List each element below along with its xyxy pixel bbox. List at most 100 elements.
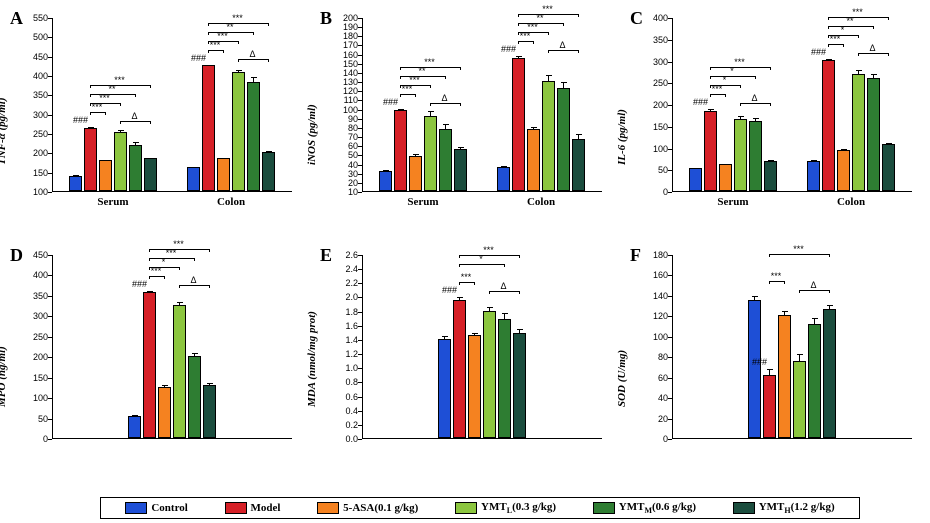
- bar-ymtm: [188, 356, 201, 438]
- y-tick: 0: [642, 187, 668, 197]
- bar-ymtm: [129, 145, 142, 191]
- y-tick: 2.4: [332, 264, 358, 274]
- y-tick: 300: [22, 311, 48, 321]
- legend-swatch: [455, 502, 477, 514]
- bar-ymth: [203, 385, 216, 438]
- y-tick: 0: [642, 434, 668, 444]
- sig-label: ***: [454, 272, 478, 282]
- y-tick: 0.4: [332, 406, 358, 416]
- legend-item-asa: 5-ASA(0.1 g/kg): [317, 502, 418, 514]
- y-axis-label: iNOS (pg/ml): [306, 45, 318, 165]
- legend-item-ymtm: YMTM(0.6 g/kg): [593, 501, 696, 515]
- bar-asa: [409, 156, 422, 191]
- y-tick: 350: [642, 35, 668, 45]
- legend-item-ymtl: YMTL(0.3 g/kg): [455, 501, 556, 515]
- sig-label: Δ: [241, 49, 265, 59]
- y-tick: 1.6: [332, 321, 358, 331]
- y-tick: 160: [642, 270, 668, 280]
- x-group-label: Colon: [496, 196, 586, 208]
- y-tick: 100: [22, 393, 48, 403]
- y-axis-label: IL-6 (pg/ml): [616, 45, 628, 165]
- bar-model: [394, 110, 407, 191]
- y-tick: 150: [22, 168, 48, 178]
- bar-ymtl: [424, 116, 437, 191]
- legend-item-model: Model: [225, 502, 281, 514]
- y-tick: 100: [642, 144, 668, 154]
- x-group-label: Colon: [186, 196, 276, 208]
- y-tick: 120: [642, 311, 668, 321]
- sig-label: ***: [144, 266, 168, 276]
- bar-model: [453, 300, 466, 438]
- sig-base: ###: [748, 357, 772, 367]
- legend-swatch: [733, 502, 755, 514]
- y-tick: 80: [642, 352, 668, 362]
- bar-ymtl: [793, 361, 806, 438]
- chart-area: [52, 255, 292, 439]
- y-tick: 2.2: [332, 278, 358, 288]
- y-tick: 200: [642, 100, 668, 110]
- bar-ymtm: [808, 324, 821, 438]
- sig-label: ***: [513, 31, 537, 41]
- legend-swatch: [225, 502, 247, 514]
- bar-ymtl: [542, 81, 555, 191]
- bar-model: [84, 128, 97, 191]
- y-tick: 300: [22, 110, 48, 120]
- sig-base: ###: [689, 97, 713, 107]
- bar-ymth: [513, 333, 526, 438]
- bar-asa: [99, 160, 112, 191]
- legend-label: YMTL(0.3 g/kg): [481, 501, 556, 515]
- y-tick: 0.2: [332, 420, 358, 430]
- bar-model: [704, 111, 717, 191]
- bar-control: [128, 416, 141, 438]
- legend-swatch: [317, 502, 339, 514]
- panel-label: F: [630, 245, 641, 266]
- legend-item-ymth: YMTH(1.2 g/kg): [733, 501, 835, 515]
- y-axis-label: MPO (ng/ml): [0, 287, 8, 407]
- bar-control: [497, 167, 510, 191]
- panel-F: FSOD (U/mg)020406080100120140160180###**…: [630, 245, 920, 465]
- sig-label: Δ: [802, 280, 826, 290]
- bar-control: [689, 168, 702, 191]
- legend-label: YMTH(1.2 g/kg): [759, 501, 835, 515]
- x-group-label: Serum: [378, 196, 468, 208]
- x-group-label: Serum: [68, 196, 158, 208]
- bar-asa: [719, 164, 732, 191]
- chart-area: [362, 255, 602, 439]
- y-tick: 150: [22, 373, 48, 383]
- y-tick: 0: [22, 434, 48, 444]
- bar-control: [187, 167, 200, 191]
- y-axis-label: SOD (U/mg): [616, 287, 628, 407]
- sig-label: Δ: [861, 43, 885, 53]
- bar-control: [379, 171, 392, 191]
- y-tick: 20: [642, 414, 668, 424]
- bar-ymtl: [483, 311, 496, 438]
- x-group-label: Serum: [688, 196, 778, 208]
- y-tick: 50: [22, 414, 48, 424]
- sig-base: ###: [497, 44, 521, 54]
- bar-ymtl: [114, 132, 127, 191]
- panel-B: BiNOS (pg/ml)102030405060708090100110120…: [320, 8, 610, 218]
- y-tick: 400: [642, 13, 668, 23]
- panel-A: ATNF-α (pg/ml)10015020025030035040045050…: [10, 8, 300, 218]
- y-tick: 350: [22, 291, 48, 301]
- bar-control: [69, 176, 82, 191]
- y-tick: 150: [642, 122, 668, 132]
- panel-label: B: [320, 8, 332, 29]
- y-tick: 150: [332, 59, 358, 69]
- bar-asa: [158, 387, 171, 438]
- sig-label: ***: [823, 34, 847, 44]
- y-tick: 40: [332, 160, 358, 170]
- sig-label: ***: [395, 84, 419, 94]
- y-tick: 90: [332, 114, 358, 124]
- bar-asa: [778, 315, 791, 438]
- y-tick: 1.4: [332, 335, 358, 345]
- bar-model: [512, 58, 525, 191]
- y-tick: 20: [332, 178, 358, 188]
- bar-asa: [217, 158, 230, 191]
- sig-label: Δ: [743, 93, 767, 103]
- bar-ymtl: [232, 72, 245, 191]
- sig-base: ###: [807, 47, 831, 57]
- y-tick: 450: [22, 250, 48, 260]
- y-tick: 100: [332, 105, 358, 115]
- y-tick: 550: [22, 13, 48, 23]
